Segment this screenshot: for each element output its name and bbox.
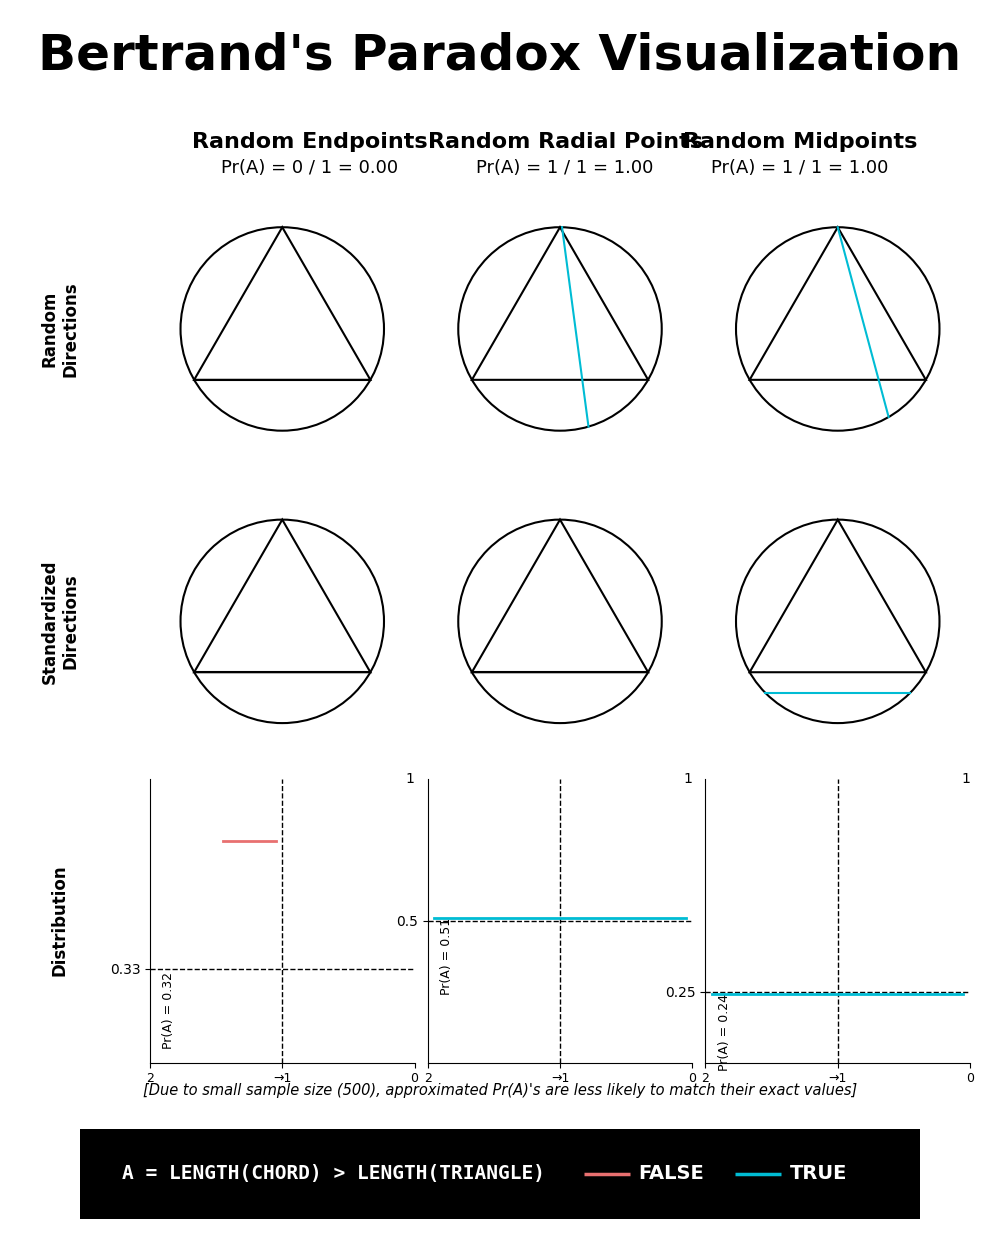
Text: 1: 1 (406, 771, 415, 785)
Text: [Due to small sample size (500), approximated Pr(A)'s are less likely to match t: [Due to small sample size (500), approxi… (143, 1082, 857, 1098)
Text: Pr(A) = 0.24: Pr(A) = 0.24 (718, 994, 731, 1071)
Text: Pr(A) = 1 / 1 = 1.00: Pr(A) = 1 / 1 = 1.00 (711, 159, 889, 176)
Text: A = LENGTH(CHORD) > LENGTH(TRIANGLE): A = LENGTH(CHORD) > LENGTH(TRIANGLE) (122, 1164, 545, 1184)
Text: Random Midpoints: Random Midpoints (683, 132, 917, 152)
Text: FALSE: FALSE (639, 1164, 704, 1184)
Text: Pr(A) = 0.51: Pr(A) = 0.51 (440, 918, 453, 995)
Text: Pr(A) = 0.32: Pr(A) = 0.32 (162, 971, 175, 1049)
Text: Random Endpoints: Random Endpoints (192, 132, 428, 152)
Text: 1: 1 (961, 771, 970, 785)
Text: Pr(A) = 1 / 1 = 1.00: Pr(A) = 1 / 1 = 1.00 (476, 159, 654, 176)
Text: Random Radial Points: Random Radial Points (428, 132, 702, 152)
Text: Distribution: Distribution (51, 865, 69, 976)
Text: 1: 1 (683, 771, 692, 785)
Text: Random
Directions: Random Directions (41, 281, 79, 376)
Text: Bertrand's Paradox Visualization: Bertrand's Paradox Visualization (38, 31, 962, 79)
Text: Pr(A) = 0 / 1 = 0.00: Pr(A) = 0 / 1 = 0.00 (221, 159, 399, 176)
Text: TRUE: TRUE (790, 1164, 847, 1184)
Text: Standardized
Directions: Standardized Directions (41, 559, 79, 684)
